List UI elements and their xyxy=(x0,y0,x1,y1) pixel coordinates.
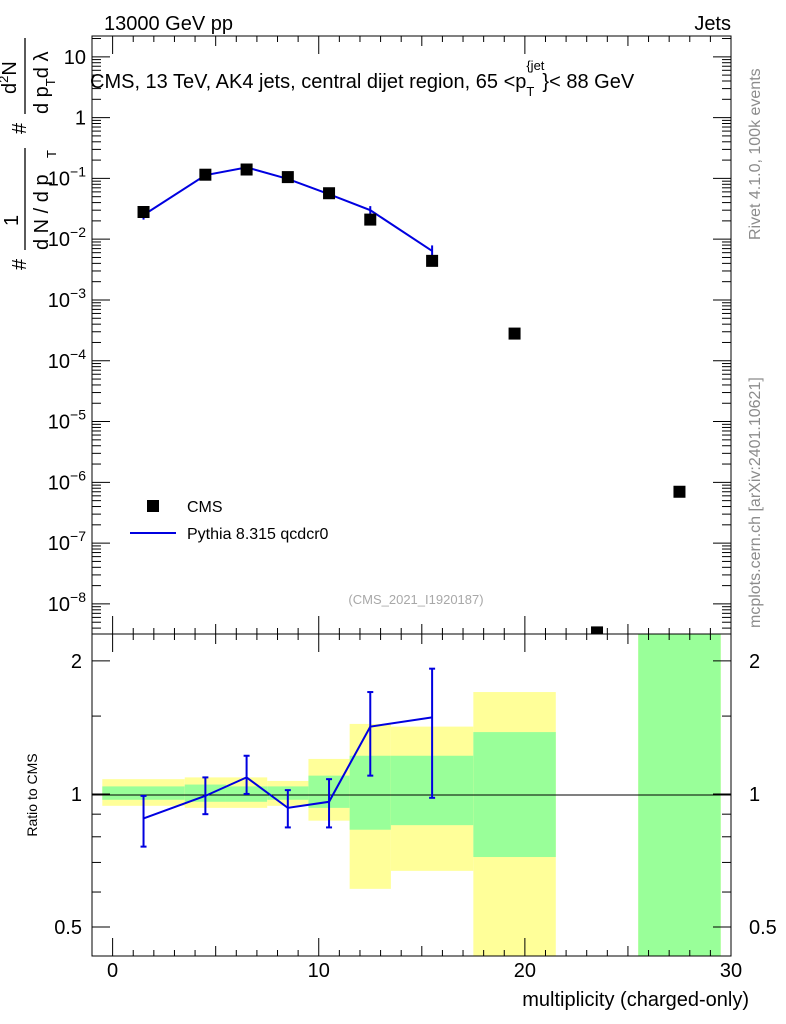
x-tick-label: 30 xyxy=(720,960,742,982)
x-tick-label: 20 xyxy=(514,960,536,982)
ratio-y-label: Ratio to CMS xyxy=(24,753,40,836)
cms-data-point xyxy=(591,626,604,634)
y-axis-label: # 1 d N / d p T # d2N d pTd λ xyxy=(0,38,59,270)
main-y-tick-label: 10 xyxy=(64,47,86,69)
y-label-den-2: d pTd λ xyxy=(31,52,58,114)
ratio-panel-ticks: 0.5 0.51 12 20 10 20 30 xyxy=(54,634,777,982)
legend-pythia-label: Pythia 8.315 qcdcr0 xyxy=(187,526,329,543)
ratio-panel-frame xyxy=(91,633,732,957)
main-y-tick-label: 10−1 xyxy=(48,163,86,190)
ratio-y-tick-label-right: 2 xyxy=(749,651,760,673)
main-panel-ticks: 10 1 10−1 10−2 10−3 10−4 10−5 10−6 10−7 10−8 xyxy=(48,36,732,634)
main-panel-frame xyxy=(91,35,732,635)
analysis-watermark: (CMS_2021_I1920187) xyxy=(348,592,483,607)
main-y-tick-label: 10−2 xyxy=(48,224,86,251)
x-tick-label: 10 xyxy=(308,960,330,982)
legend-cms-marker xyxy=(147,500,159,512)
title-sup: {jet xyxy=(526,58,544,73)
ratio-y-tick-label: 2 xyxy=(71,651,82,673)
y-label-den-1-sub: T xyxy=(44,150,59,158)
cms-data-point xyxy=(673,485,686,498)
chart-title: CMS, 13 TeV, AK4 jets, central dijet reg… xyxy=(90,58,635,99)
title-main: CMS, 13 TeV, AK4 jets, central dijet reg… xyxy=(90,71,526,93)
rivet-note: Rivet 4.1.0, 100k events xyxy=(747,68,764,240)
cms-data-point xyxy=(199,168,212,181)
cms-data-point xyxy=(508,327,521,340)
ratio-y-tick-label-right: 1 xyxy=(749,784,760,806)
main-y-tick-label: 10−5 xyxy=(48,407,86,434)
main-y-tick-label: 10−6 xyxy=(48,467,86,494)
cms-data-point xyxy=(323,187,336,200)
cms-data-point xyxy=(281,171,294,184)
main-panel-series xyxy=(137,163,686,634)
ratio-y-tick-label: 0.5 xyxy=(54,917,82,939)
title-sub: T xyxy=(526,84,534,99)
cms-data-point xyxy=(137,206,150,219)
ratio-panel-series xyxy=(140,667,436,848)
main-y-tick-label: 10−7 xyxy=(48,528,86,555)
y-label-one: 1 xyxy=(1,215,23,226)
cms-data-point xyxy=(364,213,377,226)
ratio-band-green xyxy=(102,786,185,800)
main-y-tick-label: 1 xyxy=(75,108,86,130)
legend-cms-label: CMS xyxy=(187,499,223,516)
header-left: 13000 GeV pp xyxy=(104,13,233,35)
cms-data-point xyxy=(240,163,253,176)
main-y-tick-label: 10−3 xyxy=(48,285,86,312)
cms-data-point xyxy=(426,254,439,267)
x-axis-label: multiplicity (charged-only) xyxy=(522,989,749,1011)
x-tick-label: 0 xyxy=(107,960,118,982)
mcplots-note: mcplots.cern.ch [arXiv:2401.10621] xyxy=(747,377,764,628)
ratio-y-tick-label: 1 xyxy=(71,784,82,806)
main-y-tick-label: 10−8 xyxy=(48,589,86,616)
y-label-den-1: d N / d p xyxy=(31,174,53,250)
y-label-hash-2: # xyxy=(9,122,31,134)
header-right: Jets xyxy=(694,13,731,35)
y-label-hash-1: # xyxy=(9,258,31,270)
legend: CMS Pythia 8.315 qcdcr0 xyxy=(130,499,329,543)
main-y-tick-label: 10−4 xyxy=(48,346,86,373)
ratio-y-tick-label-right: 0.5 xyxy=(749,917,777,939)
ratio-pythia-line xyxy=(143,716,433,820)
y-label-num-2: d2N xyxy=(0,61,21,94)
title-tail: }< 88 GeV xyxy=(542,71,634,93)
